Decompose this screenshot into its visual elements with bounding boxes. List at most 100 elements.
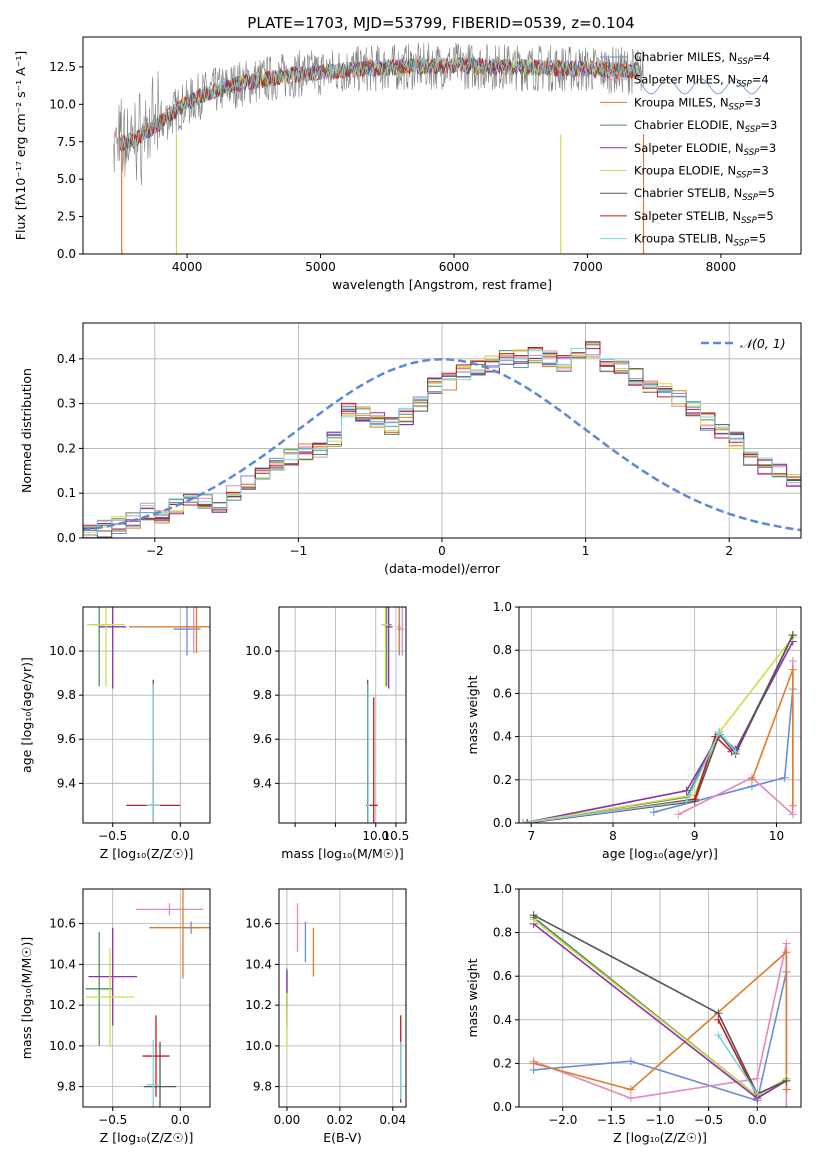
panel-residuals: −2 −1 0 1 2 0.0 0.1 0.2 0.3 0.4 (data-model)/error…	[19, 322, 802, 576]
x-tick-label: 0.0	[748, 1113, 767, 1127]
y-tick-label: 0.0	[57, 531, 76, 545]
histogram-series-8	[83, 347, 801, 535]
y-tick-label: 0.4	[493, 1013, 512, 1027]
figure-title: PLATE=1703, MJD=53799, FIBERID=0539, z=0…	[247, 14, 634, 32]
y-tick-label: 10.6	[245, 917, 272, 931]
legend-tail: =5	[749, 232, 766, 246]
y-tick-label: 10.0	[49, 644, 76, 658]
mass-weight-marker	[714, 1031, 723, 1040]
y-axis-label: Flux [fλ10⁻¹⁷ erg cm⁻² s⁻¹ A⁻¹]	[13, 51, 28, 240]
mass-weight-line-2	[533, 950, 788, 1091]
x-tick-label: −2	[146, 544, 164, 558]
legend-tail: =4	[752, 73, 769, 87]
mass-weight-marker	[519, 819, 528, 823]
mass-weight-marker	[782, 948, 791, 957]
spectrum-model-tail	[640, 78, 762, 95]
x-axis-label: E(B-V)	[323, 1130, 362, 1145]
x-tick-label: −1.0	[645, 1113, 674, 1127]
mass-weight-marker	[782, 939, 791, 948]
legend-entry: Chabrier MILES, NSSP=4	[634, 50, 770, 67]
legend-entry: Chabrier ELODIE, NSSP=3	[634, 118, 777, 135]
mass-weight-marker	[788, 665, 797, 674]
y-tick-label: 10.6	[49, 917, 76, 931]
x-tick-label: 0	[438, 544, 446, 558]
legend-label: Chabrier STELIB, N	[634, 186, 742, 200]
plot-area-mass-vs-Z	[85, 889, 210, 1107]
axes-frame	[518, 606, 802, 824]
y-tick-label: 10.2	[49, 998, 76, 1012]
legend-sub: SSP	[736, 80, 752, 90]
axes-frame	[82, 888, 211, 1108]
x-tick-label: 4000	[172, 260, 203, 274]
y-tick-label: 5.0	[57, 172, 76, 186]
legend-label: Salpeter ELODIE, N	[634, 141, 744, 155]
y-tick-label: 0.0	[493, 816, 512, 830]
mass-weight-marker	[529, 1059, 538, 1068]
y-tick-label: 12.5	[49, 60, 76, 74]
plot-area-spectrum	[113, 42, 762, 254]
legend-tail: =4	[753, 50, 770, 64]
x-tick-label: 10.5	[383, 829, 410, 843]
spectrum-model-8	[120, 57, 641, 151]
y-tick-label: 9.8	[253, 1080, 272, 1094]
mass-weight-line-0	[653, 689, 794, 813]
y-tick-label: 0.1	[57, 486, 76, 500]
y-tick-label: 7.5	[57, 135, 76, 149]
mass-weight-marker	[780, 773, 789, 782]
axes-frame	[278, 888, 407, 1108]
mass-weight-line-3	[522, 634, 794, 823]
x-tick-label: 0.00	[274, 1113, 301, 1127]
y-tick-label: 9.6	[57, 732, 76, 746]
y-tick-label: 9.6	[253, 732, 272, 746]
x-tick-label: −0.5	[694, 1113, 723, 1127]
x-tick-label: 10.0	[362, 829, 389, 843]
x-axis-label: Z [log₁₀(Z/Z☉)]	[613, 1130, 707, 1145]
x-tick-label: 0.04	[379, 1113, 406, 1127]
mass-weight-marker	[714, 1015, 723, 1024]
x-tick-label: −1.5	[597, 1113, 626, 1127]
y-tick-label: 9.8	[253, 688, 272, 702]
x-tick-label: 10	[769, 829, 784, 843]
plot-area-massweight-vs-age	[519, 631, 797, 823]
panel-mass-vs-EBV: 0.00 0.02 0.04 9.8 10.0 10.2 10.4 10.6 E(B-V)	[245, 888, 407, 1145]
mass-weight-line-5	[522, 636, 794, 823]
y-tick-label: 0.6	[493, 686, 512, 700]
y-tick-label: 10.4	[49, 957, 76, 971]
mass-weight-marker	[782, 1085, 791, 1094]
axes-frame	[82, 606, 211, 824]
x-tick-label: 5000	[305, 260, 336, 274]
x-axis-label: Z [log₁₀(Z/Z☉)]	[100, 846, 194, 861]
mass-weight-marker	[731, 747, 740, 756]
legend-sub: SSP	[745, 125, 761, 135]
mass-weight-marker	[788, 810, 797, 819]
y-tick-label: 2.5	[57, 210, 76, 224]
legend-label: Chabrier MILES, N	[634, 50, 737, 64]
mass-weight-marker	[715, 728, 724, 737]
mass-weight-line-0	[533, 971, 788, 1102]
mass-weight-marker	[788, 657, 797, 665]
x-tick-label: 1	[582, 544, 590, 558]
x-tick-label: 7	[527, 829, 535, 843]
x-axis-label: mass [log₁₀(M/M☉)]	[281, 846, 403, 861]
legend-tail: =3	[752, 164, 769, 178]
y-tick-label: 1.0	[493, 600, 512, 614]
y-tick-label: 0.2	[493, 773, 512, 787]
legend-sub: SSP	[742, 193, 758, 203]
y-tick-label: 10.0	[49, 97, 76, 111]
x-axis-label: wavelength [Angstrom, rest frame]	[332, 277, 552, 292]
legend-label: Salpeter STELIB, N	[634, 209, 741, 223]
legend-entry: Salpeter ELODIE, NSSP=3	[634, 141, 776, 158]
mass-weight-line-4	[522, 641, 794, 823]
legend-label: Kroupa ELODIE, N	[634, 164, 736, 178]
y-tick-label: 0.0	[57, 247, 76, 261]
gaussian-curve	[83, 358, 801, 532]
legend-entry: Kroupa STELIB, NSSP=5	[634, 232, 766, 249]
x-tick-label: 0.0	[171, 1113, 190, 1127]
legend-entry: Kroupa MILES, NSSP=3	[634, 95, 761, 112]
plot-area-age-vs-mass	[366, 607, 404, 823]
legend-label: Kroupa MILES, N	[634, 95, 729, 109]
x-tick-label: 8	[609, 829, 617, 843]
mass-weight-marker	[788, 631, 797, 640]
